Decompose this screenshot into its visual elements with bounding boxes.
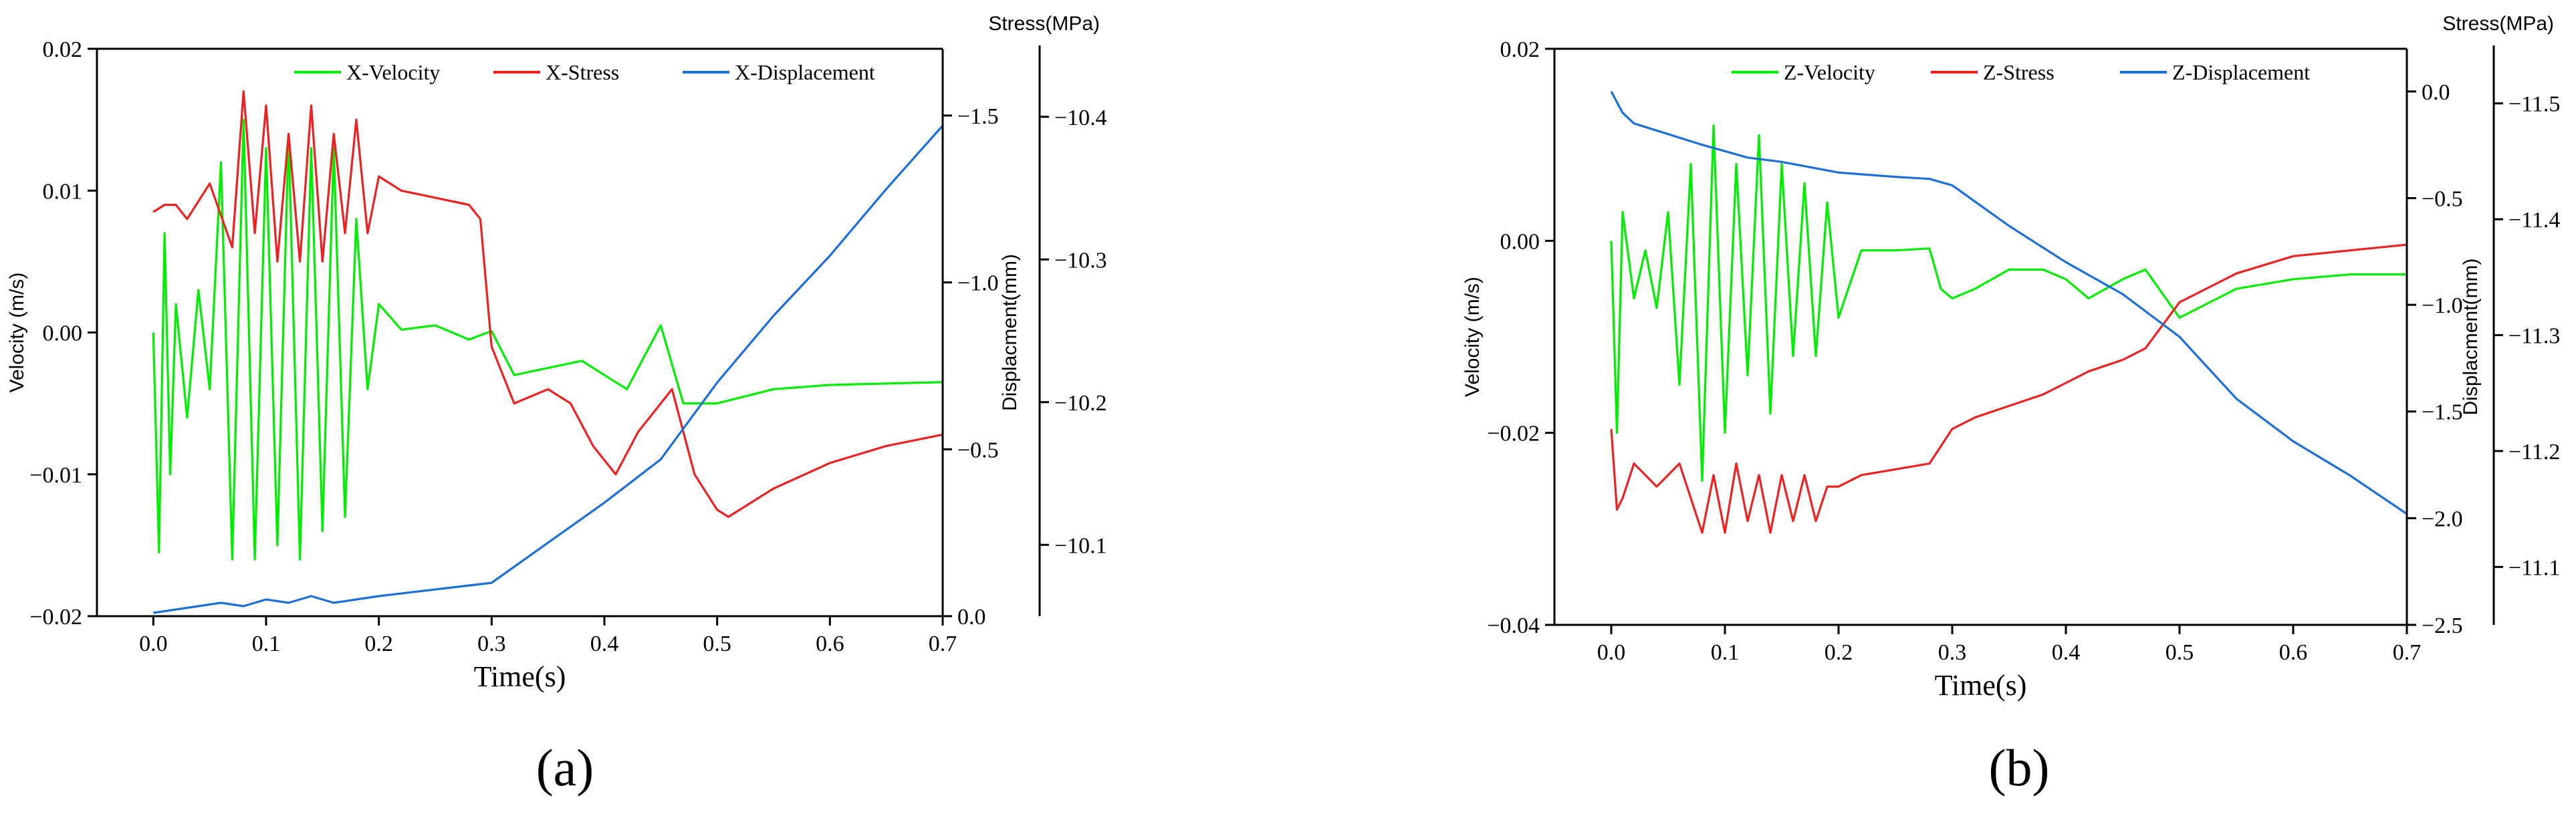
y-right-tick-label: −0.5	[2422, 186, 2463, 211]
legend-label-x-velocity: X-Velocity	[346, 60, 440, 84]
y-left-tick-label: 0.02	[43, 37, 83, 62]
y-right-tick-label: −1.5	[2422, 400, 2463, 425]
y-left-tick-label: −0.01	[29, 463, 82, 488]
y-left-axis-title: Velocity (m/s)	[1461, 277, 1484, 397]
stress-axis-title: Stress(MPa)	[988, 13, 1100, 35]
panel-label-b: (b)	[1989, 738, 2050, 797]
x-tick-label: 0.2	[1825, 640, 1853, 665]
stress-axis-tick-label: −10.1	[1054, 533, 1107, 558]
chart-panel-b: 0.0 0.1 0.2 0.3 0.4 0.5 0.6 0.7 Time(s) −0.04 −0.0…	[1461, 13, 2560, 702]
y-right-axis-title: Displacment(mm)	[999, 254, 1021, 411]
legend-label-z-velocity: Z-Velocity	[1784, 60, 1875, 84]
y-right-tick-label: −1.0	[957, 271, 999, 296]
x-tick-label: 0.7	[929, 632, 957, 656]
x-axis-title: Time(s)	[474, 660, 566, 693]
x-tick-label: 0.5	[2165, 640, 2194, 665]
series-line-z-stress	[1610, 243, 2408, 534]
legend-label-z-stress: Z-Stress	[1983, 60, 2055, 84]
legend-label-z-displacement: Z-Displacement	[2172, 60, 2310, 84]
y-right-tick-label: −2.5	[2422, 613, 2463, 638]
stress-axis-tick-label: −11.3	[2508, 324, 2560, 349]
series-line-x-velocity	[152, 118, 943, 561]
y-left-tick-label: −0.02	[1487, 422, 1540, 446]
y-right-axis-title: Displacment(mm)	[2460, 258, 2482, 415]
panel-label-a: (a)	[536, 738, 594, 797]
stress-axis-tick-label: −10.2	[1054, 391, 1107, 416]
y-right-tick-label: 0.0	[2422, 80, 2450, 105]
stress-axis-tick-label: −10.4	[1054, 106, 1107, 130]
series-line-x-displacement	[153, 124, 944, 614]
y-left-tick-label: 0.00	[1500, 229, 1540, 254]
chart-panel-a: 0.0 0.1 0.2 0.3 0.4 0.5 0.6 0.7 Time(s) −0.02 −0.0…	[6, 13, 1107, 693]
series-line-z-displacement	[1610, 91, 2408, 515]
x-tick-label: 0.7	[2393, 640, 2422, 665]
y-left-tick-label: 0.01	[43, 179, 83, 204]
stress-axis-tick-label: −10.3	[1054, 248, 1107, 273]
x-tick-label: 0.3	[1938, 640, 1967, 665]
x-tick-label: 0.6	[816, 632, 844, 656]
y-left-tick-label: 0.02	[1500, 37, 1540, 62]
x-tick-label: 0.1	[252, 632, 281, 656]
x-axis-title: Time(s)	[1935, 669, 2027, 702]
stress-axis-tick-label: −11.1	[2508, 555, 2560, 580]
legend-label-x-displacement: X-Displacement	[735, 60, 875, 84]
y-right-tick-label: 0.0	[957, 605, 986, 630]
y-right-tick-label: −2.0	[2422, 507, 2463, 531]
series-line-z-velocity	[1610, 124, 2407, 483]
y-right-tick-label: −0.5	[957, 438, 999, 462]
x-tick-label: 0.4	[2052, 640, 2081, 665]
stress-axis-tick-label: −11.2	[2508, 440, 2560, 464]
x-tick-label: 0.2	[364, 632, 393, 656]
stress-axis-title: Stress(MPa)	[2442, 13, 2554, 35]
y-right-tick-label: −1.5	[957, 104, 999, 129]
y-left-tick-label: 0.00	[43, 321, 83, 346]
x-tick-label: 0.1	[1711, 640, 1740, 665]
y-left-axis-title: Velocity (m/s)	[6, 272, 28, 392]
x-tick-label: 0.6	[2279, 640, 2308, 665]
x-tick-label: 0.3	[477, 632, 506, 656]
x-tick-label: 0.5	[703, 632, 731, 656]
x-tick-label: 0.4	[590, 632, 619, 656]
x-tick-label: 0.0	[1597, 640, 1626, 665]
stress-axis-tick-label: −11.4	[2508, 208, 2560, 233]
y-left-tick-label: −0.02	[29, 605, 82, 630]
x-tick-label: 0.0	[139, 632, 168, 656]
y-left-tick-label: −0.04	[1487, 613, 1540, 638]
legend-label-x-stress: X-Stress	[546, 60, 619, 84]
series-line-x-stress	[152, 90, 943, 519]
y-right-tick-label: −1.0	[2422, 293, 2463, 318]
stress-axis-tick-label: −11.5	[2508, 92, 2560, 117]
